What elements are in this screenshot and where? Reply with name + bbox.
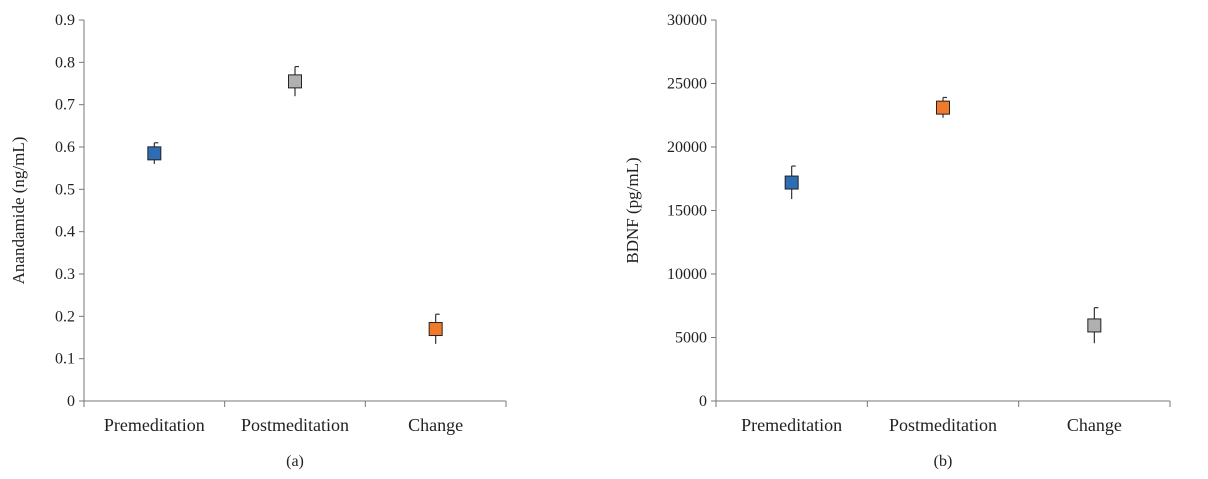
panel-a-y-tick-label: 0.3: [55, 266, 75, 283]
panel-a-data-point: [288, 74, 302, 89]
panel-b-y-tick-label: 30000: [667, 12, 707, 29]
panel-b-category-label: Premeditation: [741, 415, 842, 435]
panel-a-y-tick-label: 0.9: [55, 12, 75, 29]
panel-a-y-tick-label: 0.6: [55, 139, 75, 156]
panel-a-data-point: [147, 146, 162, 161]
panel-a-y-tick-label: 0.1: [55, 351, 75, 368]
panel-a-y-tick-label: 0.7: [55, 97, 75, 114]
panel-a-y-tick-label: 0: [67, 393, 75, 410]
panel-a-category-label: Premeditation: [104, 415, 205, 435]
panel-a-y-tick-label: 0.4: [55, 224, 75, 241]
panel-b-data-point: [784, 175, 799, 190]
panel-a-category-label: Postmeditation: [241, 415, 349, 435]
panel-b-y-tick-label: 25000: [667, 76, 707, 93]
panel-b-y-tick-label: 20000: [667, 139, 707, 156]
panel-a-y-tick-label: 0.2: [55, 308, 75, 325]
panel-a-y-axis-title: Anandamide (ng/mL): [9, 137, 28, 285]
panel-b-label: (b): [934, 453, 953, 470]
panel-b-category-label: Postmeditation: [889, 415, 997, 435]
panel-b-data-point: [1087, 318, 1102, 333]
panel-b-y-tick-label: 15000: [667, 203, 707, 220]
panel-a-category-label: Change: [408, 415, 463, 435]
panel-a-y-tick-label: 0.8: [55, 54, 75, 71]
panel-b-y-tick-label: 10000: [667, 266, 707, 283]
panel-b-y-tick-label: 5000: [675, 330, 707, 347]
panel-b-data-point: [936, 100, 950, 115]
panel-b-category-label: Change: [1067, 415, 1122, 435]
panel-a-y-tick-label: 0.5: [55, 181, 75, 198]
panel-b-y-axis-title: BDNF (pg/mL): [623, 157, 642, 263]
panel-b-y-tick-label: 0: [699, 393, 707, 410]
panel-a-data-point: [428, 322, 443, 337]
panel-a-label: (a): [286, 453, 304, 470]
